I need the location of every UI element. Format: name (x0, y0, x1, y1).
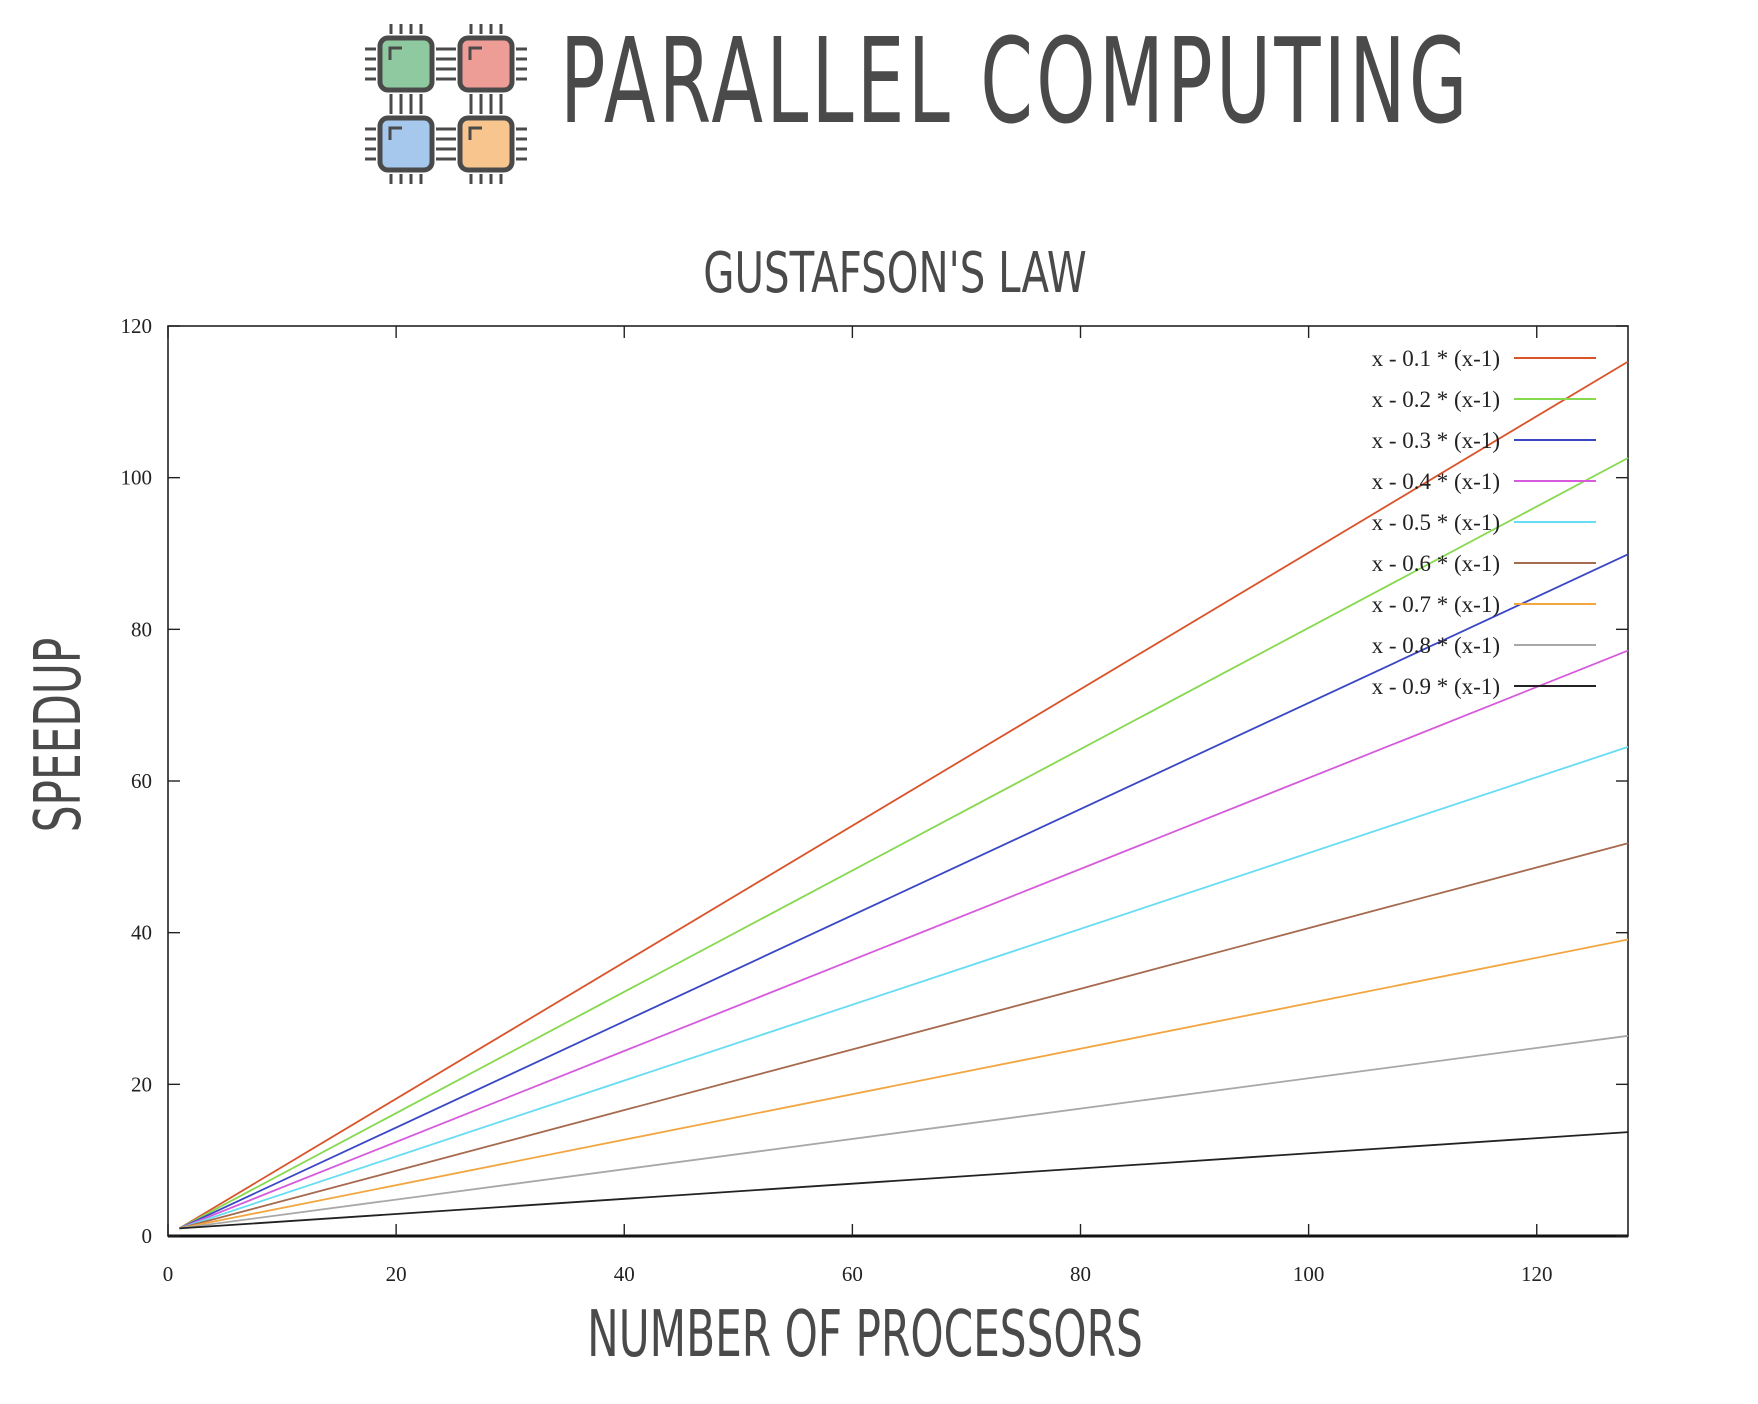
y-tick-label: 60 (131, 769, 152, 793)
y-tick-label: 0 (142, 1224, 153, 1248)
legend-item: x - 0.5 * (x-1) (1372, 510, 1596, 535)
series-line-4 (179, 649, 1629, 1230)
y-tick-label: 100 (121, 466, 153, 490)
app-title: PARALLEL COMPUTING (560, 12, 1471, 150)
x-tick-label: 100 (1293, 1262, 1325, 1286)
x-tick-label: 60 (842, 1262, 863, 1286)
legend-item: x - 0.8 * (x-1) (1372, 633, 1596, 658)
legend-label: x - 0.5 * (x-1) (1372, 510, 1500, 535)
x-tick-label: 40 (614, 1262, 635, 1286)
legend-label: x - 0.3 * (x-1) (1372, 428, 1500, 453)
legend-item: x - 0.1 * (x-1) (1372, 346, 1596, 371)
x-axis-title: NUMBER OF PROCESSORS (587, 1297, 1143, 1371)
y-tick-label: 120 (121, 314, 153, 338)
series-line-5 (179, 746, 1629, 1230)
header: PARALLEL COMPUTING (0, 0, 1758, 200)
series-line-9 (179, 1131, 1629, 1230)
legend-label: x - 0.1 * (x-1) (1372, 346, 1500, 371)
series-line-2 (178, 457, 1629, 1230)
legend-label: x - 0.9 * (x-1) (1372, 674, 1500, 699)
legend-label: x - 0.6 * (x-1) (1372, 551, 1500, 576)
cpu-chip-icon (445, 24, 527, 104)
y-tick-label: 20 (131, 1072, 152, 1096)
legend-label: x - 0.2 * (x-1) (1372, 387, 1500, 412)
legend-label: x - 0.7 * (x-1) (1372, 592, 1500, 617)
legend-label: x - 0.8 * (x-1) (1372, 633, 1500, 658)
series-line-8 (179, 1034, 1629, 1230)
y-tick-label: 80 (131, 617, 152, 641)
legend-item: x - 0.7 * (x-1) (1372, 592, 1596, 617)
plot-frame (167, 325, 1629, 1237)
legend-label: x - 0.4 * (x-1) (1372, 469, 1500, 494)
cpu-chip-icon (445, 104, 527, 184)
y-tick-label: 40 (131, 921, 152, 945)
series-line-6 (179, 842, 1629, 1230)
series-line-1 (178, 360, 1629, 1230)
cpu-chip-icon (365, 24, 447, 104)
chart-title: GUSTAFSON'S LAW (703, 240, 1086, 305)
x-tick-label: 80 (1070, 1262, 1091, 1286)
legend-item: x - 0.6 * (x-1) (1372, 551, 1596, 576)
plot-area: 0 20 40 60 80 100 120 0 20 40 60 80 100 120 (121, 314, 1629, 1286)
legend-item: x - 0.4 * (x-1) (1372, 469, 1596, 494)
legend: x - 0.1 * (x-1) x - 0.2 * (x-1) x - 0.3 * … (1372, 346, 1596, 699)
y-axis-title: SPEEDUP (21, 638, 95, 833)
legend-item: x - 0.3 * (x-1) (1372, 428, 1596, 453)
x-tick-label: 20 (386, 1262, 407, 1286)
x-tick-label: 120 (1521, 1262, 1553, 1286)
series-line-7 (179, 938, 1629, 1230)
series-line-3 (179, 553, 1629, 1230)
legend-item: x - 0.9 * (x-1) (1372, 674, 1596, 699)
x-tick-label: 0 (163, 1262, 174, 1286)
cpu-chip-icon (365, 104, 447, 184)
legend-item: x - 0.2 * (x-1) (1372, 387, 1596, 412)
four-cpu-chips-icon (365, 24, 527, 184)
